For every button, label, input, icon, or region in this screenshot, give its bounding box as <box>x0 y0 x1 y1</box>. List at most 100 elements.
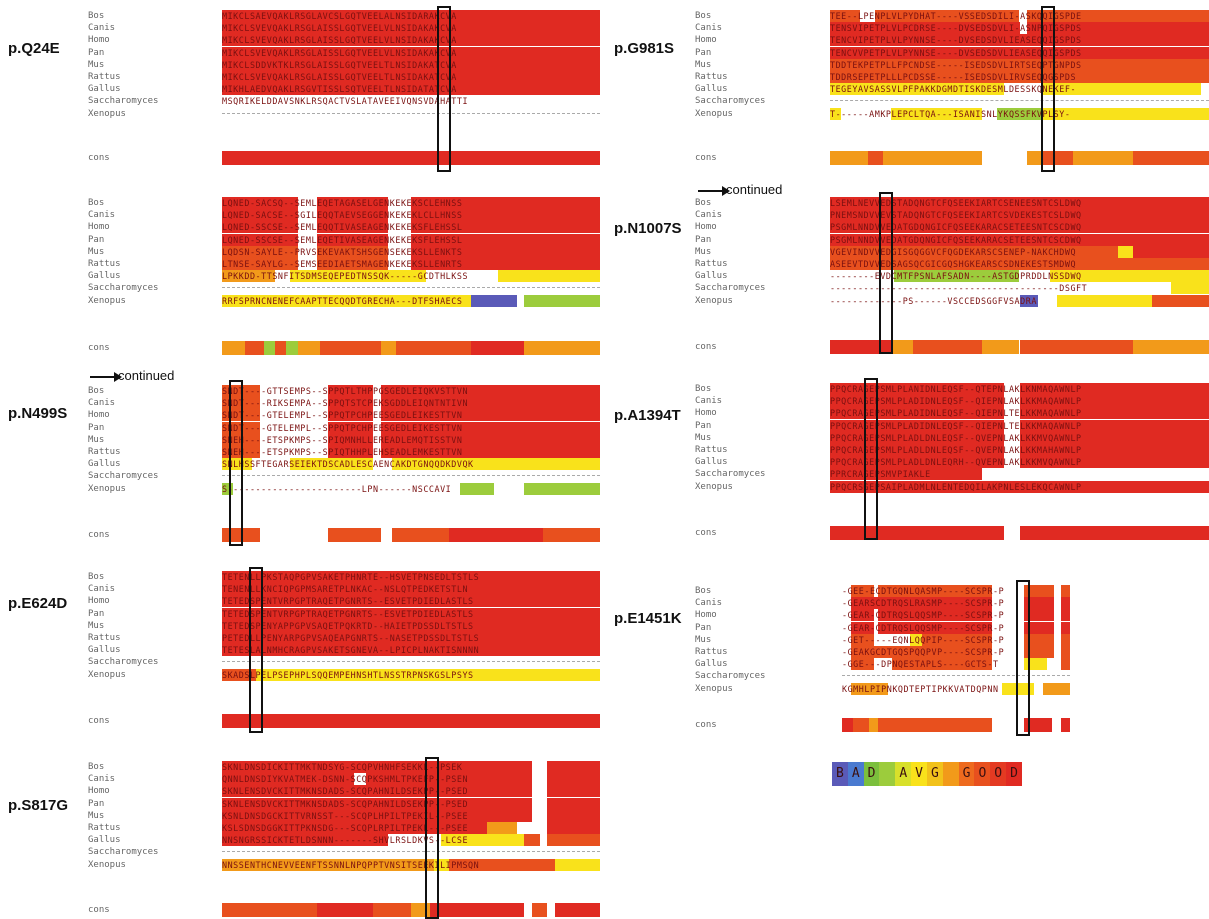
sequence-text: -GEARSCDTRQSLRASMP----SCSPR-P <box>842 598 1005 609</box>
conservation-segment <box>290 458 374 471</box>
sequence-row: PPQCRAGEPSMLPLANIDNLEQSF--QTEPNLAKLKNMAQ… <box>830 383 1209 395</box>
conservation-segment <box>327 397 374 410</box>
consensus-segment <box>448 528 544 542</box>
consensus-segment <box>320 341 381 355</box>
cons-label: cons <box>88 342 110 353</box>
sequence-row: TETEDSPENYAPPGPVSAQETPQKRTD--HAIETPDSSDL… <box>222 619 600 632</box>
conservation-segment <box>830 468 982 481</box>
legend-swatch <box>942 762 959 786</box>
consensus-segment <box>1133 340 1209 354</box>
conservation-segment <box>830 71 1209 83</box>
species-name: Homo <box>88 410 110 421</box>
conservation-segment <box>222 197 298 209</box>
consensus-segment <box>380 528 393 542</box>
sequence-row: SNLHSSFTEGARSEIEKTDSCADLESCAENCAKDTGNQQD… <box>222 458 600 471</box>
species-name: Xenopus <box>88 295 126 306</box>
consensus-segment <box>274 341 287 355</box>
sequence-row: PPRCRAGEPSMVPIAKLE <box>830 468 1209 481</box>
consensus-segment <box>543 528 600 542</box>
conservation-segment <box>524 834 540 847</box>
conservation-segment <box>380 409 600 422</box>
consensus-segment <box>222 151 600 165</box>
sequence-text: PPRCRAGEPSMVPIAKLE <box>830 469 931 480</box>
conservation-segment <box>222 397 260 410</box>
mutation-position-box <box>437 6 451 172</box>
conservation-segment <box>524 294 600 307</box>
gap-line <box>222 112 600 115</box>
consensus-segment <box>380 341 396 355</box>
continued-text: continued <box>726 182 783 197</box>
cons-label: cons <box>88 904 110 915</box>
sequence-text: PPQCRAGEPSMLPLADLDNLEQSF--QVEPNLAKLKKMAH… <box>830 445 1082 455</box>
sequence-text: PETEDLLPENYARPGPVSAQEAPGNRTS--NASETPDSSD… <box>222 633 480 643</box>
species-name: Rattus <box>695 258 728 269</box>
conservation-segment <box>441 834 525 847</box>
species-name: Bos <box>695 384 712 394</box>
mutation-label: p.S817G <box>8 797 69 814</box>
species-name: Canis <box>88 774 116 785</box>
mutation-label: p.E1451K <box>614 610 682 627</box>
consensus-segment <box>554 903 600 917</box>
conservation-segment <box>1027 22 1209 35</box>
conservation-segment <box>1060 646 1070 658</box>
sequence-text: RRFSPRNCNENEFCAAPTTECQQDTGRECHA---DTFSHA… <box>222 295 463 306</box>
cons-label: cons <box>88 715 110 726</box>
sequence-text: PPQCRAGEPSMLPLADIDNLEQSF--QIEPNLAKLKKMAQ… <box>830 396 1082 407</box>
sequence-row: TENENLLKNCIQPGPMSARETPLNKAC--NSLQTPEDKET… <box>222 583 600 596</box>
conservation-segment <box>1024 609 1055 622</box>
conservation-segment <box>497 270 600 283</box>
conservation-segment <box>380 397 600 410</box>
conservation-segment <box>222 209 298 222</box>
species-list: Bos Canis Homo Pan Mus Rattus Gallus Saccharomy… <box>695 10 765 164</box>
mutation-label: p.G981S <box>614 40 675 57</box>
consensus-segment <box>1051 718 1061 732</box>
consensus-bar <box>222 151 600 165</box>
conservation-segment <box>222 632 600 644</box>
sequence-row: SNDT----GTTSEMPS--SPPQTLTHPPGSGEDLEIQKVS… <box>222 385 600 397</box>
sequence-text: PPQCRAGEPSMLPLADLDNLEQRH--QVEPNLAKLKKMVQ… <box>830 457 1082 468</box>
sequence-text: TENCVVPETPLVLPYNNSE----DVSEDSDVLIEASEQQI… <box>830 47 1082 58</box>
sequence-row: -------------PS------VSCCEDSGGFVSADRA <box>830 294 1209 307</box>
sequence-text: MIKHLAEDVQAKLRSGVTISSLSQTVEELTLNSIDATATC… <box>222 84 457 95</box>
mutation-position-box <box>864 378 878 540</box>
sequence-text: LTNSE-SAYLG--SEMSEEDIAETSMAGENKEKEKSLLEN… <box>222 259 463 269</box>
conservation-segment <box>1042 83 1202 96</box>
consensus-segment <box>222 528 260 542</box>
conservation-segment <box>1038 294 1058 307</box>
legend-swatch: G <box>958 762 975 786</box>
conservation-segment <box>890 107 982 120</box>
species-list: Bos Canis Homo Pan Mus Rattus Gallus Saccharomy… <box>88 385 158 541</box>
sequence-text: LSEMLNEVVEDSTADQNGTCFQSEEKIARTCSENEESNTC… <box>830 198 1082 208</box>
sequence-text: S------------------------LPN------NSCCAV… <box>222 483 452 494</box>
conservation-segment <box>981 107 997 120</box>
conservation-segment <box>873 585 879 597</box>
conservation-segment <box>222 668 257 681</box>
sequence-row: VGEVINDVVEDGISGQGGVCFQGDEKARSCSENEP-NAKC… <box>830 245 1209 258</box>
sequence-row: KSNLDNSDGCKITTVRNSST---SCQPLHPILTPEKIL--… <box>222 809 600 822</box>
sequence-row: SNEH----ETSPKMPS--SPIQMNHLLEREADLEMQTISS… <box>222 433 600 446</box>
species-name: Xenopus <box>695 481 733 492</box>
sequence-text: NNSNGRSSICKTETLDSNNN-------SHVLRSLDKVS--… <box>222 835 469 846</box>
conservation-segment <box>380 433 600 446</box>
conservation-segment <box>830 107 842 120</box>
sequence-row: PSGMLNNDVVEDATGDQNGICFQSEEKARACSETEESNTC… <box>830 221 1209 234</box>
sequence-text: SKNLENSDVCKITTMKNSDADS-SCQPAHNILDSEKPP--… <box>222 798 469 809</box>
conservation-segment <box>1054 597 1061 610</box>
conservation-segment <box>830 270 895 283</box>
sequence-row: SKNLENSDVCKITTMKNSDADS-SCQPAHNILDSEKPP--… <box>222 797 600 810</box>
arrow-right-icon <box>698 185 730 196</box>
conservation-segment <box>547 797 600 810</box>
sequence-text: KSNLDNSDGCKITTVRNSST---SCQPLHPILTPEKIL--… <box>222 810 469 821</box>
species-name: Bos <box>88 386 105 396</box>
consensus-segment <box>392 528 449 542</box>
conservation-segment <box>531 773 548 786</box>
sequence-text: SKNLDNSDICKITTMKTNDSYG-SCQPVHNHFSEKKL--P… <box>222 762 463 772</box>
conservation-segment <box>851 585 874 597</box>
legend-swatch <box>879 762 896 786</box>
conservation-segment <box>222 583 600 596</box>
conservation-segment <box>531 785 548 798</box>
cons-label: cons <box>695 341 717 352</box>
conservation-segment <box>316 258 389 270</box>
conservation-segment <box>222 233 298 246</box>
conservation-segment <box>222 409 260 422</box>
